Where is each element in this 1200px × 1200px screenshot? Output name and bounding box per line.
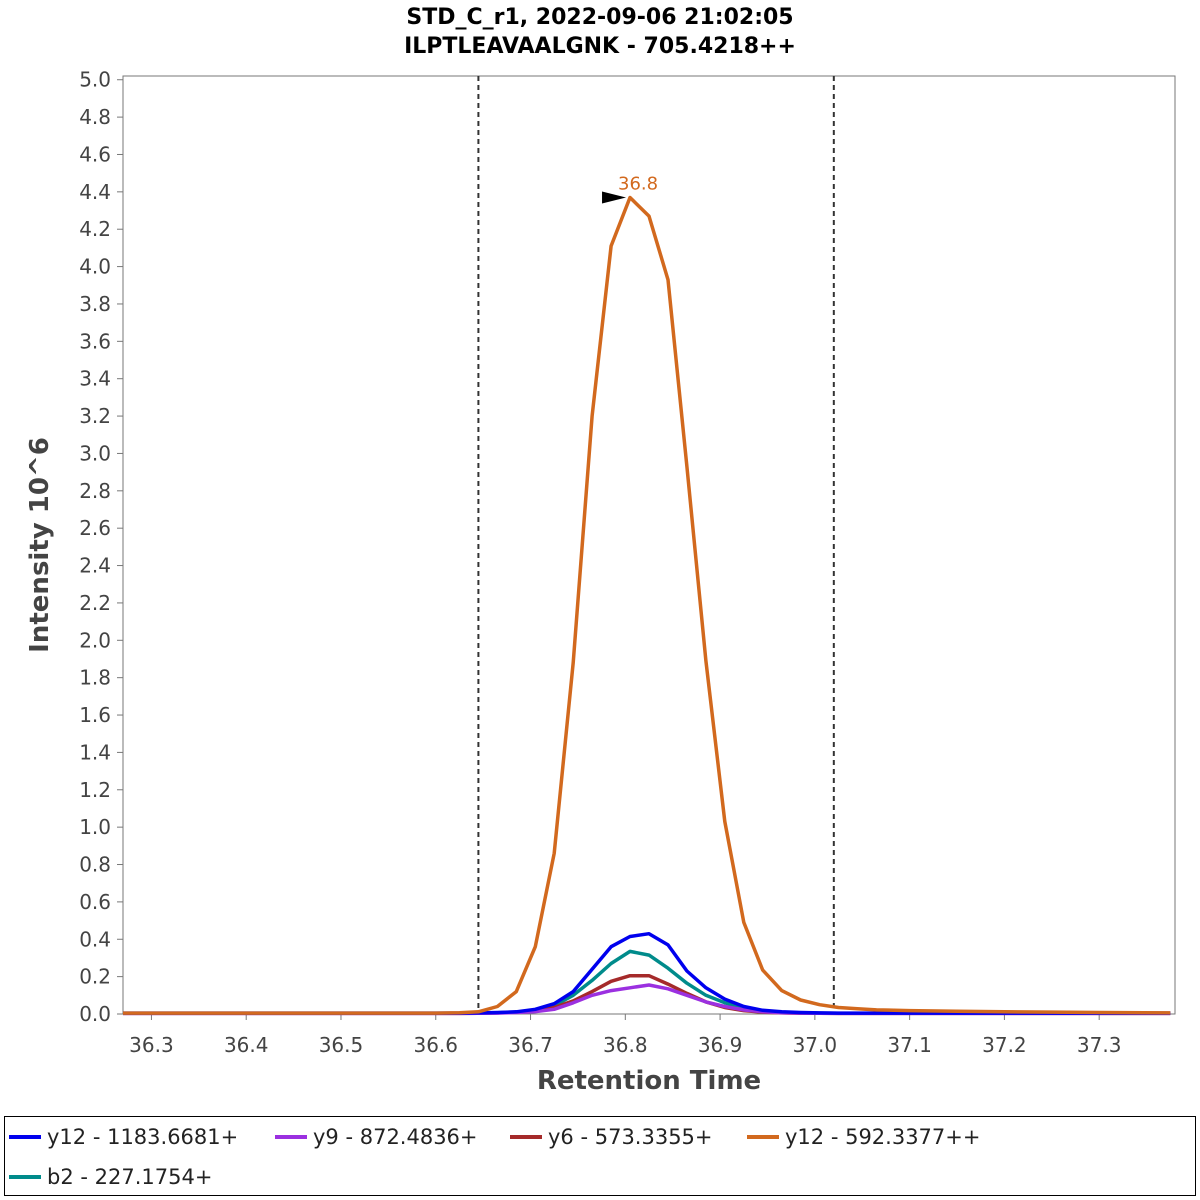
y-tick-label: 2.0 bbox=[79, 628, 111, 652]
x-tick-label: 36.9 bbox=[698, 1033, 743, 1057]
y-tick-label: 2.2 bbox=[79, 591, 111, 615]
legend-label: b2 - 227.1754+ bbox=[47, 1165, 213, 1189]
peak-label: 36.8 bbox=[618, 173, 658, 194]
y-tick-label: 1.6 bbox=[79, 703, 111, 727]
x-tick-label: 37.3 bbox=[1077, 1033, 1122, 1057]
y-tick-label: 3.8 bbox=[79, 292, 111, 316]
y-tick-label: 2.4 bbox=[79, 554, 111, 578]
legend-swatch bbox=[275, 1135, 307, 1139]
y-tick-label: 3.6 bbox=[79, 329, 111, 353]
peak-arrow bbox=[602, 191, 627, 204]
x-tick-label: 36.7 bbox=[508, 1033, 553, 1057]
legend-label: y12 - 592.3377++ bbox=[785, 1125, 981, 1149]
x-tick-label: 36.3 bbox=[129, 1033, 174, 1057]
y-tick-label: 2.6 bbox=[79, 516, 111, 540]
legend-item: y9 - 872.4836+ bbox=[275, 1125, 478, 1149]
y-tick-label: 0.4 bbox=[79, 927, 111, 951]
x-tick-label: 36.5 bbox=[319, 1033, 364, 1057]
y-tick-label: 1.2 bbox=[79, 778, 111, 802]
y-tick-label: 4.4 bbox=[79, 180, 111, 204]
integration-boundaries bbox=[477, 76, 835, 1014]
chromatogram-chart: STD_C_r1, 2022-09-06 21:02:05 ILPTLEAVAA… bbox=[25, 5, 1176, 1096]
legend: y12 - 1183.6681+ y9 - 872.4836+ y6 - 573.3… bbox=[4, 1116, 1196, 1196]
x-axis-label: Retention Time bbox=[537, 1066, 761, 1096]
y-tick-label: 0.6 bbox=[79, 890, 111, 914]
x-tick-label: 36.6 bbox=[413, 1033, 458, 1057]
legend-item: b2 - 227.1754+ bbox=[9, 1165, 212, 1189]
series-group bbox=[123, 195, 1171, 1016]
chart-title-line2: ILPTLEAVAALGNK - 705.4218++ bbox=[404, 34, 796, 59]
series-line bbox=[123, 195, 1171, 1015]
x-tick-label: 37.1 bbox=[887, 1033, 932, 1057]
legend-label: y9 - 872.4836+ bbox=[313, 1125, 478, 1149]
y-tick-label: 1.8 bbox=[79, 666, 111, 690]
legend-swatch bbox=[747, 1135, 779, 1139]
x-tick-label: 37.0 bbox=[793, 1033, 838, 1057]
x-tick-label: 36.4 bbox=[224, 1033, 269, 1057]
legend-item: y6 - 573.3355+ bbox=[510, 1125, 713, 1149]
legend-swatch bbox=[9, 1135, 41, 1139]
y-tick-label: 4.8 bbox=[79, 105, 111, 129]
y-tick-label: 3.2 bbox=[79, 404, 111, 428]
y-tick-label: 0.0 bbox=[79, 1002, 111, 1026]
peak-annotation: 36.8 bbox=[602, 173, 658, 204]
plot-area bbox=[122, 75, 1176, 1015]
y-tick-label: 2.8 bbox=[79, 479, 111, 503]
y-tick-label: 5.0 bbox=[79, 68, 111, 92]
y-tick-label: 3.0 bbox=[79, 441, 111, 465]
y-tick-label: 0.2 bbox=[79, 965, 111, 989]
y-tick-label: 1.4 bbox=[79, 740, 111, 764]
legend-swatch bbox=[510, 1135, 542, 1139]
x-tick-label: 37.2 bbox=[982, 1033, 1027, 1057]
y-tick-label: 4.2 bbox=[79, 217, 111, 241]
legend-swatch bbox=[9, 1175, 41, 1179]
y-axis-label: Intensity 10^6 bbox=[25, 437, 55, 653]
y-axis: 0.0 0.2 0.4 0.6 0.8 1.0 1.2 1.4 1.6 1.8 2.0 2.2 2.4 2… bbox=[79, 68, 123, 1026]
y-tick-label: 0.8 bbox=[79, 853, 111, 877]
legend-item: y12 - 1183.6681+ bbox=[9, 1125, 238, 1149]
x-axis: 36.3 36.4 36.5 36.6 36.7 36.8 36.9 37.0 37.1 37.2… bbox=[129, 1014, 1121, 1057]
y-tick-label: 4.0 bbox=[79, 255, 111, 279]
y-tick-label: 3.4 bbox=[79, 367, 111, 391]
x-tick-label: 36.8 bbox=[603, 1033, 648, 1057]
chart-title-line1: STD_C_r1, 2022-09-06 21:02:05 bbox=[406, 5, 793, 30]
y-tick-label: 4.6 bbox=[79, 142, 111, 166]
legend-item: y12 - 592.3377++ bbox=[747, 1125, 980, 1149]
legend-label: y12 - 1183.6681+ bbox=[47, 1125, 239, 1149]
legend-label: y6 - 573.3355+ bbox=[548, 1125, 713, 1149]
y-tick-label: 1.0 bbox=[79, 815, 111, 839]
